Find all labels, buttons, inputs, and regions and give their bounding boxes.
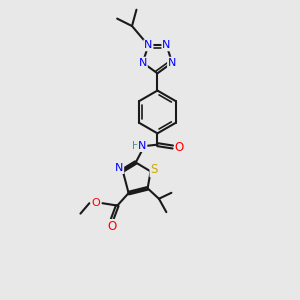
Text: N: N: [144, 40, 152, 50]
Text: N: N: [162, 40, 171, 50]
Text: N: N: [168, 58, 176, 68]
Text: H: H: [132, 141, 140, 151]
Text: O: O: [92, 198, 100, 208]
Text: O: O: [175, 140, 184, 154]
Text: S: S: [151, 164, 158, 176]
Text: O: O: [107, 220, 117, 233]
Text: N: N: [138, 141, 146, 151]
Text: N: N: [115, 163, 123, 173]
Text: N: N: [139, 58, 147, 68]
